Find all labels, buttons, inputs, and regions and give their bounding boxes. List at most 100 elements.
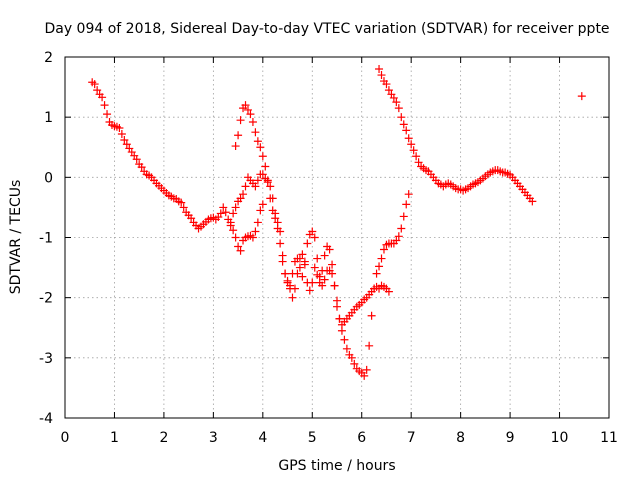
data-point-arc-3 (347, 353, 356, 362)
data-point-arc-3 (350, 359, 359, 368)
x-tick-label: 10 (551, 430, 569, 446)
data-point-arc-3 (318, 281, 327, 290)
data-point-arc-4 (528, 197, 537, 206)
data-point-arc-3 (404, 190, 413, 199)
data-point-arc-1 (132, 155, 141, 164)
data-point-arc-3 (399, 212, 408, 221)
data-point-arc-3 (402, 200, 411, 209)
data-point-arc-2 (236, 116, 245, 125)
data-point-arc-1 (100, 101, 109, 110)
data-point-arc-2 (256, 143, 265, 152)
x-tick-label: 11 (600, 430, 618, 446)
data-point-arc-2 (310, 263, 319, 272)
data-point-arc-3 (268, 194, 277, 203)
x-tick-label: 5 (308, 430, 317, 446)
data-point-arc-3 (276, 239, 285, 248)
data-point-arc-4 (409, 146, 418, 155)
data-point-arc-3 (397, 224, 406, 233)
x-tick-label: 8 (456, 430, 465, 446)
data-point-arc-2 (288, 293, 297, 302)
data-point-arc-3 (379, 245, 388, 254)
y-tick-label: 0 (44, 170, 53, 186)
data-point-arc-2 (253, 137, 262, 146)
data-point-arc-4 (389, 93, 398, 102)
data-point-arc-3 (308, 227, 317, 236)
data-point-arc-1 (253, 218, 262, 227)
data-point-arc-2 (243, 105, 252, 114)
data-point-arc-1 (187, 214, 196, 223)
data-point-arc-3 (258, 170, 267, 179)
data-point-arc-4 (414, 158, 423, 167)
data-point-arc-3 (239, 190, 248, 199)
data-point-arc-1 (248, 233, 257, 242)
y-tick-label: -3 (39, 351, 53, 367)
data-point-arc-3 (293, 254, 302, 263)
data-point-arc-1 (251, 227, 260, 236)
x-tick-label: 9 (506, 430, 515, 446)
data-point-arc-3 (377, 254, 386, 263)
data-point-arc-1 (117, 130, 126, 139)
data-point-arc-3 (229, 209, 238, 218)
y-tick-labels: -4 -3 -2 -1 0 1 2 (39, 50, 53, 427)
data-point-arc-3 (372, 269, 381, 278)
data-point-arc-3 (278, 257, 287, 266)
data-point-arc-3 (394, 232, 403, 241)
data-point-arc-3 (303, 239, 312, 248)
x-tick-label: 2 (159, 430, 168, 446)
data-point-arc-3 (362, 365, 371, 374)
data-point-arc-1 (229, 226, 238, 235)
y-tick-label: 2 (44, 50, 53, 66)
data-point-arc-1 (98, 93, 107, 102)
data-point-arc-4 (402, 126, 411, 135)
data-point-arc-1 (216, 209, 225, 218)
data-point-arc-3 (231, 203, 240, 212)
x-tick-label: 7 (407, 430, 416, 446)
data-point-arc-1 (90, 80, 99, 89)
plot-frame (64, 56, 610, 419)
data-point-arc-4 (412, 152, 421, 161)
data-point-arc-2 (325, 245, 334, 254)
data-point-arc-4 (404, 134, 413, 143)
data-point-arc-2 (258, 152, 267, 161)
data-point-arc-4 (392, 98, 401, 107)
y-tick-label: 1 (44, 110, 53, 126)
data-point-arc-1 (256, 206, 265, 215)
data-point-arc-2 (320, 251, 329, 260)
data-point-arc-3 (273, 224, 282, 233)
data-point-arc-3 (335, 314, 344, 323)
data-point-arc-2 (231, 142, 240, 151)
data-point-outlier (577, 92, 586, 101)
data-point-arc-4 (407, 140, 416, 149)
data-point-arc-4 (384, 86, 393, 95)
data-point-arc-3 (288, 269, 297, 278)
data-point-arc-3 (295, 263, 304, 272)
data-point-arc-2 (328, 260, 337, 269)
data-point-arc-3 (375, 262, 384, 271)
data-point-arc-3 (320, 275, 329, 284)
data-point-arc-2 (308, 278, 317, 287)
x-tick-label: 4 (258, 430, 267, 446)
data-point-arc-2 (290, 284, 299, 293)
data-point-arc-3 (337, 326, 346, 335)
data-point-arc-1 (120, 136, 129, 145)
data-point-arc-2 (384, 287, 393, 296)
data-point-arc-2 (298, 250, 307, 259)
data-point-arc-3 (281, 269, 290, 278)
data-point-arc-1 (258, 200, 267, 209)
data-point-arc-3 (236, 194, 245, 203)
data-point-arc-2 (261, 162, 270, 171)
y-tick-label: -2 (39, 291, 53, 307)
grid-lines (65, 57, 609, 418)
data-point-arc-3 (342, 344, 351, 353)
data-point-arc-2 (246, 110, 255, 119)
data-point-arc-3 (253, 176, 262, 185)
data-point-arc-3 (241, 182, 250, 191)
data-point-arc-1 (219, 203, 228, 212)
data-point-arc-3 (367, 311, 376, 320)
data-point-arc-4 (399, 120, 408, 129)
data-point-arc-4 (382, 80, 391, 89)
data-point-arc-1 (179, 203, 188, 212)
data-point-arc-3 (310, 233, 319, 242)
data-point-arc-4 (397, 113, 406, 122)
